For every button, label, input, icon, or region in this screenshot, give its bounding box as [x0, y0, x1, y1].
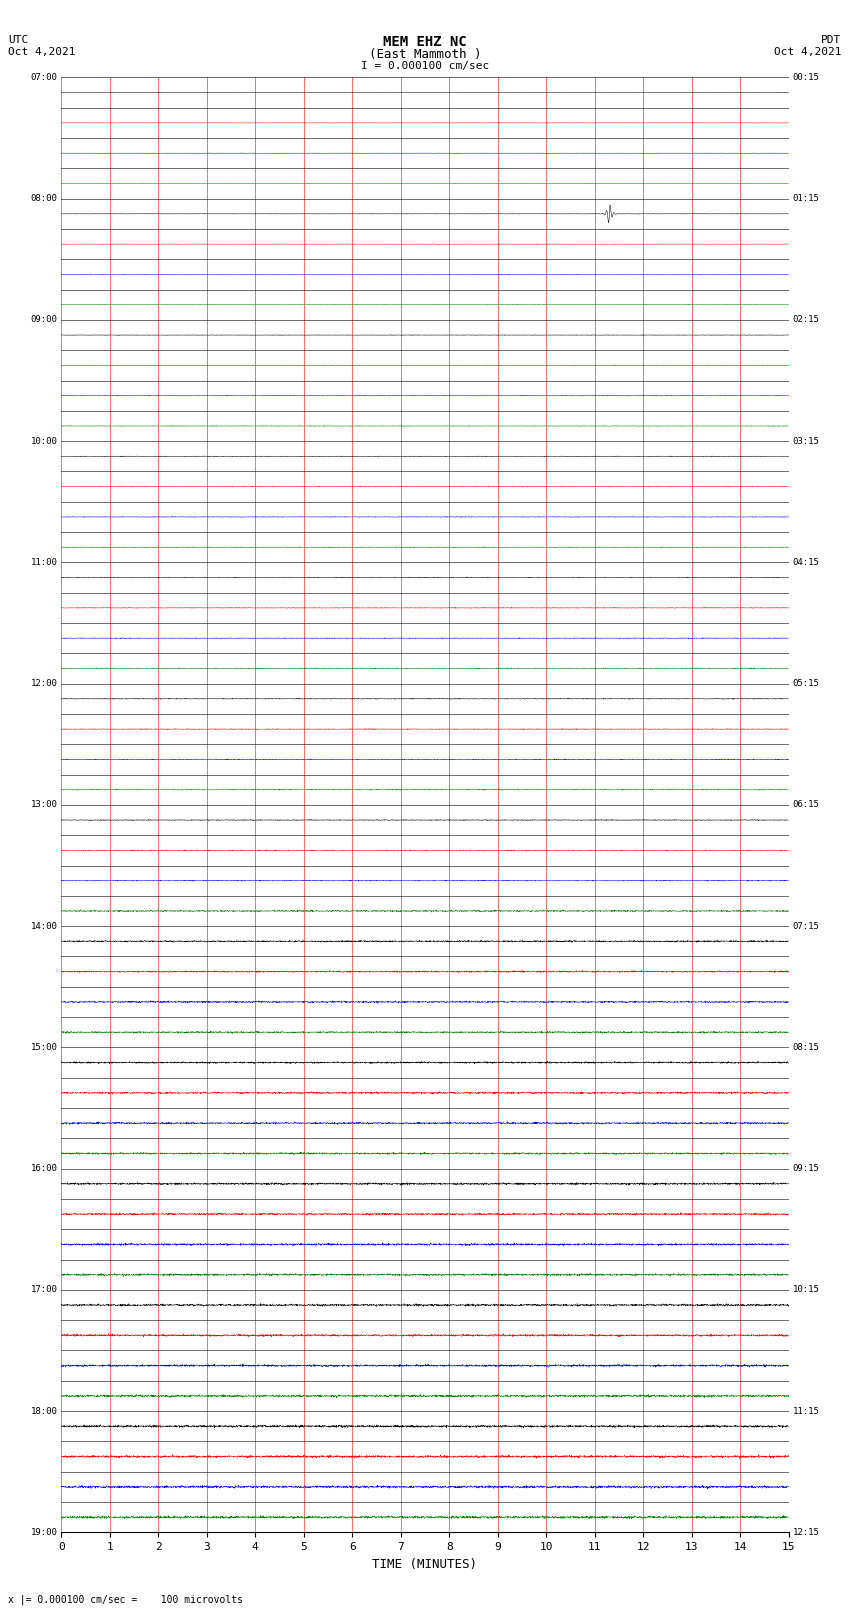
Text: UTC: UTC	[8, 35, 29, 45]
Text: 11:15: 11:15	[792, 1407, 819, 1416]
X-axis label: TIME (MINUTES): TIME (MINUTES)	[372, 1558, 478, 1571]
Text: 18:00: 18:00	[31, 1407, 58, 1416]
Text: 03:15: 03:15	[792, 437, 819, 445]
Text: 06:15: 06:15	[792, 800, 819, 810]
Text: 04:15: 04:15	[792, 558, 819, 566]
Text: 14:00: 14:00	[31, 921, 58, 931]
Text: 16:00: 16:00	[31, 1165, 58, 1173]
Text: x |= 0.000100 cm/sec =    100 microvolts: x |= 0.000100 cm/sec = 100 microvolts	[8, 1594, 243, 1605]
Text: 17:00: 17:00	[31, 1286, 58, 1294]
Text: 19:00: 19:00	[31, 1528, 58, 1537]
Text: 12:00: 12:00	[31, 679, 58, 689]
Text: 15:00: 15:00	[31, 1044, 58, 1052]
Text: 10:00: 10:00	[31, 437, 58, 445]
Text: 00:15: 00:15	[792, 73, 819, 82]
Text: 10:15: 10:15	[792, 1286, 819, 1294]
Text: PDT: PDT	[821, 35, 842, 45]
Text: Oct 4,2021: Oct 4,2021	[774, 47, 842, 56]
Text: 12:15: 12:15	[792, 1528, 819, 1537]
Text: 07:15: 07:15	[792, 921, 819, 931]
Text: 11:00: 11:00	[31, 558, 58, 566]
Text: 09:00: 09:00	[31, 316, 58, 324]
Text: 07:00: 07:00	[31, 73, 58, 82]
Text: 13:00: 13:00	[31, 800, 58, 810]
Text: Oct 4,2021: Oct 4,2021	[8, 47, 76, 56]
Text: 05:15: 05:15	[792, 679, 819, 689]
Text: (East Mammoth ): (East Mammoth )	[369, 48, 481, 61]
Text: 02:15: 02:15	[792, 316, 819, 324]
Text: 08:15: 08:15	[792, 1044, 819, 1052]
Text: 01:15: 01:15	[792, 194, 819, 203]
Text: 09:15: 09:15	[792, 1165, 819, 1173]
Text: I = 0.000100 cm/sec: I = 0.000100 cm/sec	[361, 61, 489, 71]
Text: 08:00: 08:00	[31, 194, 58, 203]
Text: MEM EHZ NC: MEM EHZ NC	[383, 35, 467, 50]
